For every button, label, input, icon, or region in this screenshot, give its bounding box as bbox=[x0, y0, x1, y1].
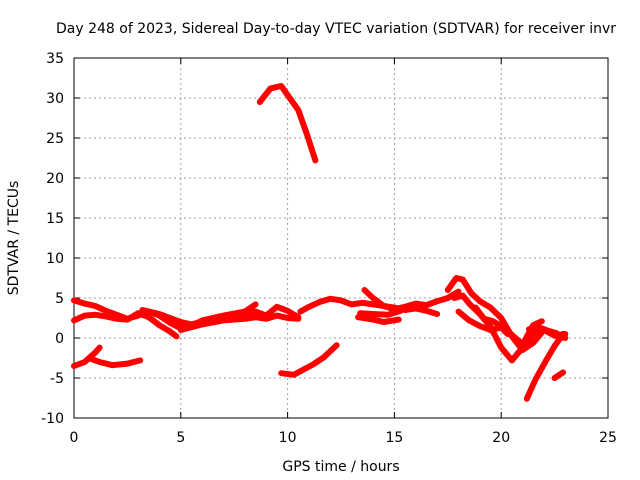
series-trace-18 bbox=[551, 369, 567, 381]
x-tick-label: 25 bbox=[599, 430, 617, 446]
y-tick-label: -10 bbox=[41, 411, 64, 427]
series-trace-7 bbox=[355, 314, 402, 325]
y-axis-label: SDTVAR / TECUs bbox=[6, 181, 22, 296]
axis-ticks: 0 5 10 15 20 25 -10 -5 0 5 10 15 20 25 30 35 bbox=[41, 51, 617, 446]
plot-frame bbox=[73, 57, 609, 419]
series-trace-3 bbox=[139, 303, 302, 328]
grid-lines bbox=[74, 58, 608, 418]
x-tick-label: 15 bbox=[385, 430, 403, 446]
series-trace-17 bbox=[523, 331, 567, 402]
series-trace-16 bbox=[256, 83, 319, 164]
y-tick-label: 20 bbox=[46, 171, 64, 187]
series-trace-2 bbox=[71, 310, 180, 340]
series-trace-14 bbox=[88, 355, 144, 369]
series-trace-15 bbox=[278, 342, 340, 378]
x-tick-label: 20 bbox=[492, 430, 510, 446]
chart-title: Day 248 of 2023, Sidereal Day-to-day VTE… bbox=[56, 21, 616, 37]
x-tick-label: 0 bbox=[70, 430, 79, 446]
y-tick-label: 10 bbox=[46, 251, 64, 267]
x-axis-label: GPS time / hours bbox=[282, 459, 399, 475]
series-trace-4 bbox=[177, 312, 302, 333]
y-tick-label: 0 bbox=[55, 331, 64, 347]
x-tick-label: 10 bbox=[279, 430, 297, 446]
y-tick-label: -5 bbox=[50, 371, 64, 387]
y-tick-label: 15 bbox=[46, 211, 64, 227]
y-tick-label: 30 bbox=[46, 91, 64, 107]
y-tick-label: 25 bbox=[46, 131, 64, 147]
series-trace-8 bbox=[357, 307, 404, 318]
x-tick-label: 5 bbox=[176, 430, 185, 446]
data-series bbox=[71, 83, 569, 402]
y-tick-label: 35 bbox=[46, 51, 64, 67]
y-tick-label: 5 bbox=[55, 291, 64, 307]
series-trace-19 bbox=[526, 323, 560, 337]
